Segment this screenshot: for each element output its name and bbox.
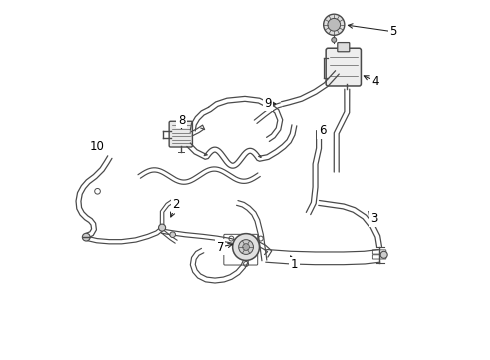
Text: 5: 5 (390, 25, 397, 38)
Circle shape (324, 14, 345, 35)
Text: 6: 6 (319, 124, 326, 137)
Circle shape (233, 234, 260, 260)
Circle shape (159, 224, 166, 231)
Circle shape (82, 233, 90, 241)
Text: 7: 7 (217, 240, 224, 253)
FancyBboxPatch shape (338, 42, 350, 52)
Text: 4: 4 (372, 75, 379, 88)
Circle shape (170, 232, 175, 238)
FancyBboxPatch shape (169, 121, 193, 147)
Circle shape (243, 244, 249, 251)
Text: 3: 3 (370, 212, 377, 225)
Text: 10: 10 (90, 140, 105, 153)
Text: 2: 2 (172, 198, 180, 211)
Text: 9: 9 (264, 96, 271, 109)
Text: 1: 1 (291, 258, 298, 271)
Circle shape (380, 251, 387, 258)
Circle shape (332, 37, 337, 42)
FancyBboxPatch shape (326, 48, 362, 86)
Circle shape (239, 240, 253, 255)
Circle shape (328, 18, 341, 31)
Text: 8: 8 (178, 113, 185, 126)
